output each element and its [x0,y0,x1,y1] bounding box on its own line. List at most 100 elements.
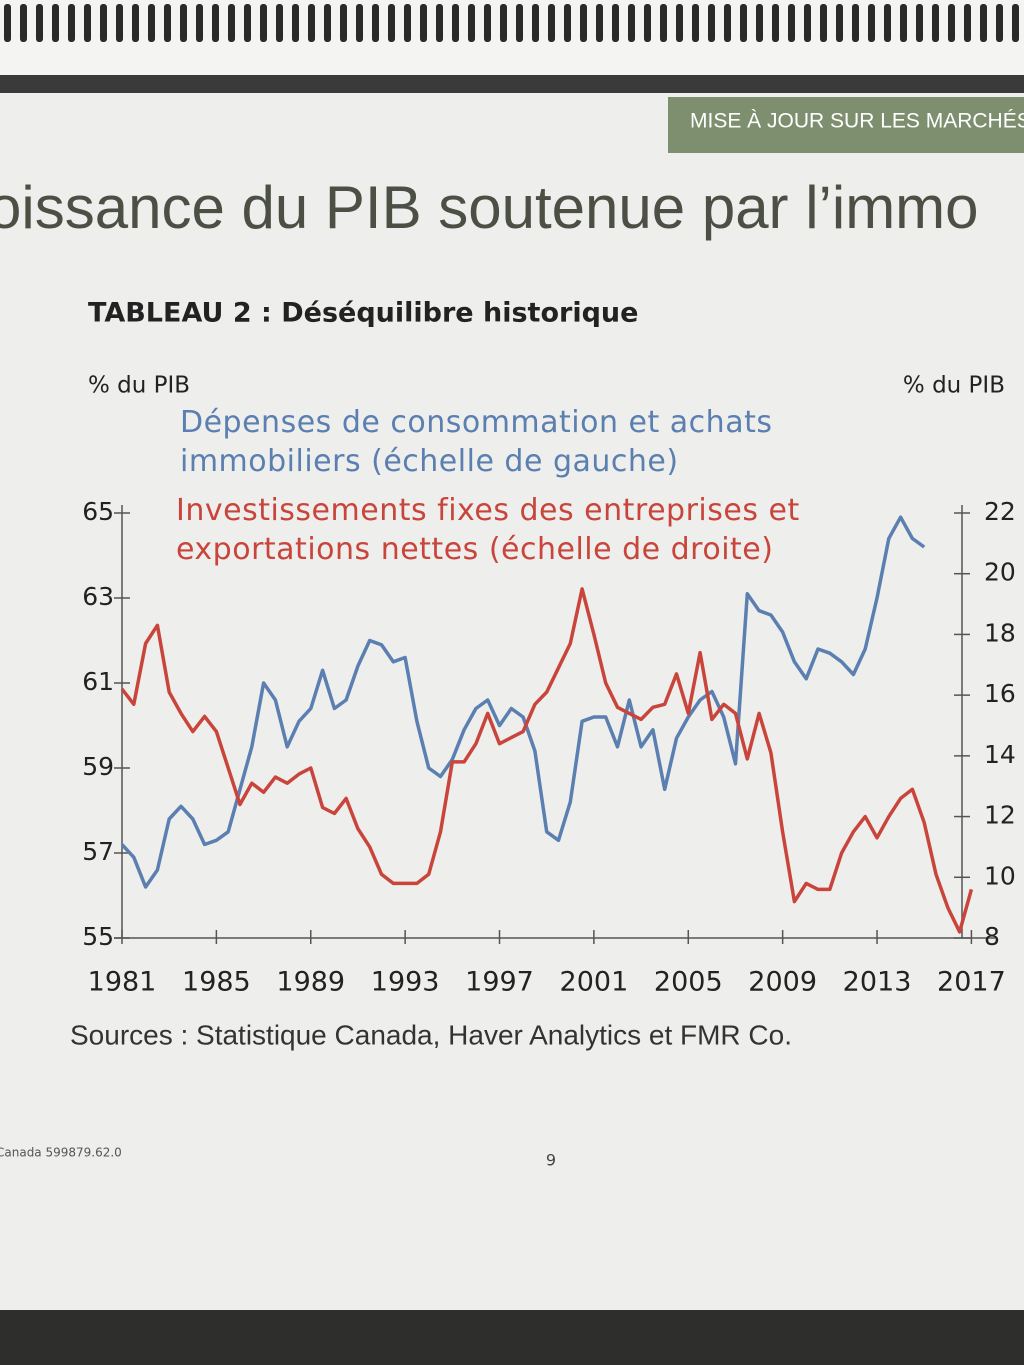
spiral-loop [68,4,75,42]
spiral-loop [772,4,779,42]
header-band-text: MISE À JOUR SUR LES MARCHÉS [690,110,1024,133]
spiral-loop [100,4,107,42]
series-line [120,587,974,934]
spiral-loop [548,4,555,42]
spiral-loop [4,4,11,42]
spiral-loop [644,4,651,42]
x-tick-label: 2001 [560,967,629,998]
spiral-loop [836,4,843,42]
y-tick-label: 57 [82,837,114,866]
spiral-loop [372,4,379,42]
y2-tick-label: 18 [984,618,1016,647]
spiral-loop [1012,4,1019,42]
spiral-loop [148,4,155,42]
spiral-loop [356,4,363,42]
spiral-loop [884,4,891,42]
spiral-loop [804,4,811,42]
spiral-loop [516,4,523,42]
series-line [120,515,926,889]
spiral-loop [692,4,699,42]
spiral-loop [788,4,795,42]
spiral-loop [420,4,427,42]
spiral-loop [212,4,219,42]
y2-tick-label: 20 [984,558,1016,587]
spiral-loop [340,4,347,42]
spiral-loop [260,4,267,42]
spiral-loop [596,4,603,42]
spiral-loop [564,4,571,42]
spiral-loop [196,4,203,42]
spiral-loop [996,4,1003,42]
spiral-loop [964,4,971,42]
spiral-loop [580,4,587,42]
spiral-loop [740,4,747,42]
y-tick-label: 65 [82,497,114,526]
spiral-loop [276,4,283,42]
spiral-loop [532,4,539,42]
paper [0,0,1024,1310]
x-tick-label: 2005 [654,967,723,998]
y2-tick-label: 12 [984,801,1016,830]
x-tick-label: 2009 [748,967,817,998]
spiral-loop [916,4,923,42]
spiral-loop [500,4,507,42]
spiral-loop [724,4,731,42]
x-tick-label: 2017 [937,967,1006,998]
spiral-loop [388,4,395,42]
spiral-loop [84,4,91,42]
y-tick-label: 63 [82,582,114,611]
spiral-loop [36,4,43,42]
y2-tick-label: 22 [984,497,1016,526]
spiral-loop [164,4,171,42]
y-tick-label: 55 [82,922,114,951]
spiral-loop [404,4,411,42]
spiral-loop [756,4,763,42]
y2-axis-label: % du PIB [903,373,1005,399]
spiral-loop [132,4,139,42]
y2-tick-label: 10 [984,861,1016,890]
spiral-binding [4,4,1019,42]
chart-title: TABLEAU 2 : Déséquilibre historique [88,298,638,329]
spiral-loop [868,4,875,42]
heading: oissance du PIB soutenue par l’immo [0,174,979,241]
x-tick-label: 1981 [88,967,157,998]
spiral-loop [852,4,859,42]
spiral-loop [932,4,939,42]
x-tick-label: 1989 [276,967,345,998]
binding-edge [0,75,1024,93]
spiral-loop [484,4,491,42]
spiral-loop [676,4,683,42]
spiral-loop [20,4,27,42]
spiral-loop [980,4,987,42]
spiral-loop [820,4,827,42]
spiral-loop [244,4,251,42]
header-band [668,97,1024,153]
spiral-loop [628,4,635,42]
page-number: 9 [546,1151,556,1170]
spiral-loop [612,4,619,42]
table-surface [0,1310,1024,1365]
y2-tick-label: 8 [984,922,1000,951]
y2-tick-label: 16 [984,679,1016,708]
y-axis-label: % du PIB [88,373,190,399]
spiral-loop [228,4,235,42]
spiral-loop [452,4,459,42]
spiral-loop [52,4,59,42]
x-tick-label: 2013 [843,967,912,998]
source: Sources : Statistique Canada, Haver Anal… [70,1019,792,1050]
spiral-loop [436,4,443,42]
spiral-loop [948,4,955,42]
x-tick-label: 1985 [182,967,251,998]
spiral-loop [292,4,299,42]
x-tick-label: 1997 [465,967,534,998]
spiral-loop [324,4,331,42]
y-tick-label: 61 [82,667,114,696]
footer-code: Canada 599879.62.0 [0,1146,122,1160]
x-tick-label: 1993 [371,967,440,998]
legend-entry: Investissements fixes des entreprises et… [176,493,800,567]
spiral-loop [468,4,475,42]
legend-entry: Dépenses de consommation et achats immob… [180,405,773,479]
